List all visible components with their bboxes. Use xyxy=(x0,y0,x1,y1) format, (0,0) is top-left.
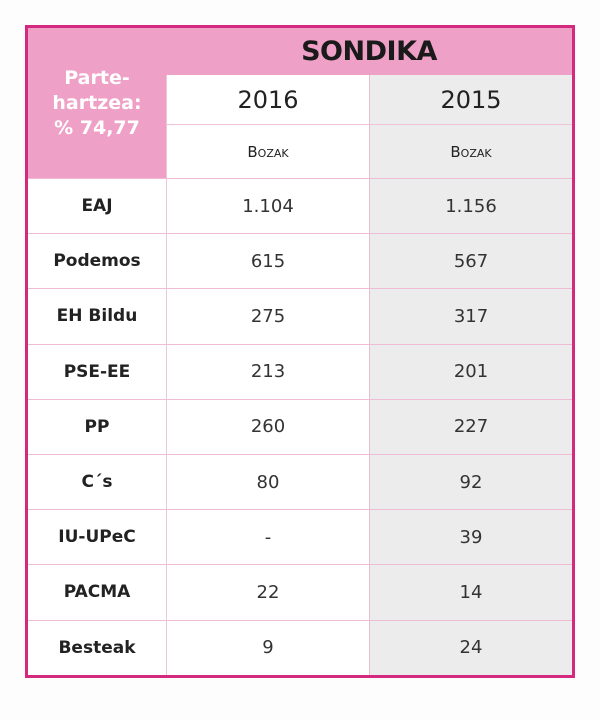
party-name: PSE-EE xyxy=(28,344,166,399)
party-name: EAJ xyxy=(28,179,166,234)
votes-2016: - xyxy=(166,510,369,565)
row-divider xyxy=(28,178,572,179)
sub-header-2015: Bozak xyxy=(369,125,572,178)
participation-value: % 74,77 xyxy=(54,116,140,139)
row-divider xyxy=(28,288,572,290)
party-name: PP xyxy=(28,399,166,454)
party-name: C´s xyxy=(28,455,166,510)
votes-2016: 22 xyxy=(166,565,369,620)
votes-2015: 1.156 xyxy=(369,179,572,234)
row-divider xyxy=(28,398,572,400)
party-name: PACMA xyxy=(28,565,166,620)
party-name: IU-UPeC xyxy=(28,510,166,565)
votes-2015: 92 xyxy=(369,455,572,510)
votes-2015: 39 xyxy=(369,510,572,565)
results-table: Parte- hartzea: % 74,77 SONDIKA 2016 201… xyxy=(25,25,575,678)
row-divider xyxy=(28,509,572,511)
participation-label-1: Parte- xyxy=(64,66,130,89)
year-header-2016: 2016 xyxy=(166,75,369,125)
votes-2015: 567 xyxy=(369,234,572,289)
votes-2016: 9 xyxy=(166,620,369,675)
votes-2016: 275 xyxy=(166,289,369,344)
votes-2016: 615 xyxy=(166,234,369,289)
votes-2015: 201 xyxy=(369,344,572,399)
votes-2015: 24 xyxy=(369,620,572,675)
row-divider xyxy=(28,233,572,235)
votes-2016: 1.104 xyxy=(166,179,369,234)
table-title: SONDIKA xyxy=(166,28,572,75)
year-header-2015: 2015 xyxy=(369,75,572,125)
row-divider xyxy=(28,343,572,345)
row-divider xyxy=(28,619,572,621)
party-name: EH Bildu xyxy=(28,289,166,344)
row-divider xyxy=(28,454,572,455)
sub-header-2016: Bozak xyxy=(166,125,369,178)
party-name: Besteak xyxy=(28,620,166,675)
votes-2016: 260 xyxy=(166,399,369,454)
votes-2015: 14 xyxy=(369,565,572,620)
party-name: Podemos xyxy=(28,234,166,289)
participation-label-2: hartzea: xyxy=(52,91,142,114)
row-divider xyxy=(28,564,572,566)
votes-2016: 80 xyxy=(166,455,369,510)
participation-cell: Parte- hartzea: % 74,77 xyxy=(28,28,166,178)
votes-2015: 227 xyxy=(369,399,572,454)
votes-2015: 317 xyxy=(369,289,572,344)
votes-2016: 213 xyxy=(166,344,369,399)
